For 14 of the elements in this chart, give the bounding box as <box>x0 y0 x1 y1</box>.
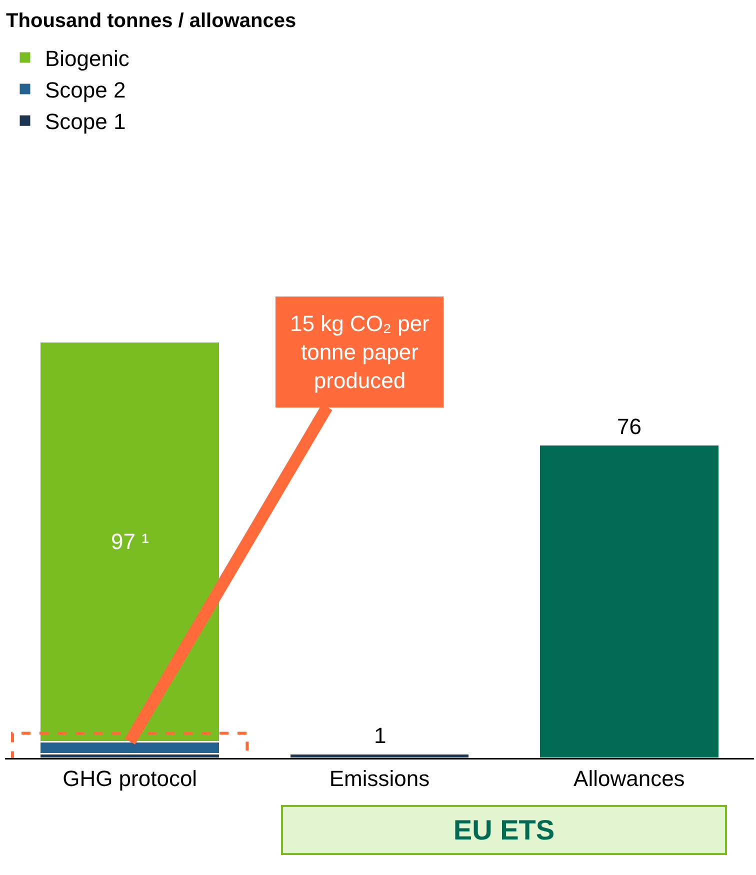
data-label: 97 ¹ <box>111 529 149 554</box>
x-tick-label: GHG protocol <box>62 766 198 791</box>
annotation: 15 kg CO₂ per tonne paper produced <box>290 311 430 394</box>
x-tick-label: Emissions <box>329 766 430 791</box>
legend-label: Scope 2 <box>45 78 126 103</box>
bar <box>288 753 470 758</box>
x-tick-label: Allowances <box>574 766 685 791</box>
data-label: 76 <box>617 414 642 439</box>
chart-title: Thousand tonnes / allowances <box>6 10 296 32</box>
data-label: 1 <box>374 723 386 748</box>
legend-label: Biogenic <box>45 46 130 72</box>
text: EU ETS <box>453 814 555 846</box>
bar <box>538 444 720 758</box>
legend-label: Scope 1 <box>45 109 126 134</box>
